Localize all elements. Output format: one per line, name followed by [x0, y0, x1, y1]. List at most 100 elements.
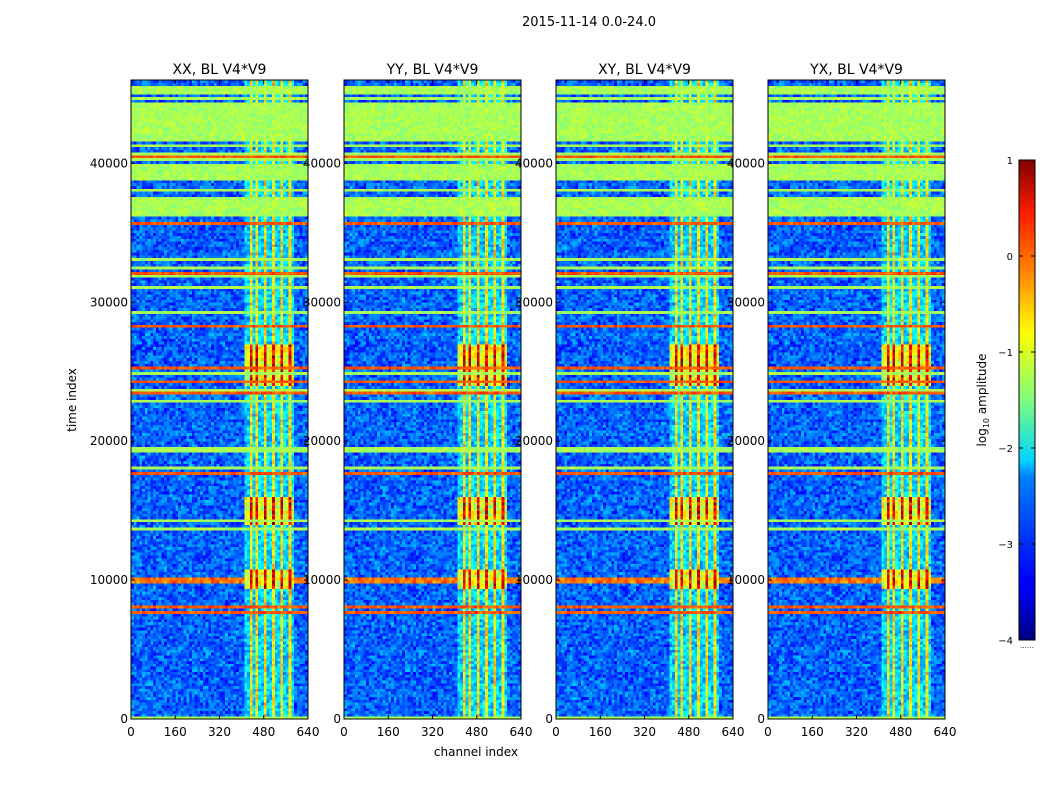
- heatmap-cell: [181, 708, 184, 711]
- heatmap-cell: [302, 700, 305, 703]
- heatmap-cell: [289, 691, 292, 694]
- heatmap-cell: [225, 705, 228, 708]
- heatmap-cell: [302, 697, 305, 700]
- heatmap-cell: [159, 691, 162, 694]
- heatmap-cell: [192, 697, 195, 700]
- heatmap-cell: [145, 688, 148, 691]
- heatmap-cell: [142, 713, 145, 716]
- heatmap-cell: [242, 686, 245, 689]
- heatmap-cell: [167, 700, 170, 703]
- heatmap-cell: [239, 700, 242, 703]
- heatmap-cell: [217, 700, 220, 703]
- heatmap-cell: [253, 691, 256, 694]
- heatmap-cell: [231, 705, 234, 708]
- heatmap-cell: [261, 691, 264, 694]
- heatmap-cell: [203, 702, 206, 705]
- heatmap-cell: [272, 705, 275, 708]
- heatmap-cell: [297, 697, 300, 700]
- heatmap-cell: [280, 705, 283, 708]
- heatmap-cell: [189, 688, 192, 691]
- heatmap-cell: [134, 697, 137, 700]
- heatmap-cell: [297, 694, 300, 697]
- heatmap-cell: [197, 683, 200, 686]
- heatmap-cell: [258, 700, 261, 703]
- heatmap-cell: [208, 683, 211, 686]
- heatmap-cell: [161, 700, 164, 703]
- heatmap-cell: [244, 686, 247, 689]
- heatmap-cell: [297, 691, 300, 694]
- heatmap-cell: [137, 708, 140, 711]
- heatmap-cell: [222, 697, 225, 700]
- heatmap-cell: [294, 702, 297, 705]
- heatmap-cell: [164, 683, 167, 686]
- heatmap-cell: [181, 711, 184, 714]
- heatmap-cell: [250, 713, 253, 716]
- heatmap-cell: [228, 711, 231, 714]
- heatmap-cell: [167, 688, 170, 691]
- heatmap-cell: [220, 711, 223, 714]
- heatmap-cell: [244, 694, 247, 697]
- heatmap-cell: [217, 686, 220, 689]
- heatmap-cell: [200, 702, 203, 705]
- heatmap-cell: [255, 691, 258, 694]
- figure-suptitle: 2015-11-14 0.0-24.0: [522, 15, 656, 30]
- heatmap-cell: [178, 708, 181, 711]
- heatmap-cell: [300, 713, 303, 716]
- heatmap-cell: [225, 686, 228, 689]
- heatmap-cell: [258, 705, 261, 708]
- heatmap-cell: [242, 694, 245, 697]
- heatmap-cell: [302, 686, 305, 689]
- heatmap-cell: [272, 691, 275, 694]
- heatmap-cell: [159, 702, 162, 705]
- heatmap-cell: [172, 711, 175, 714]
- heatmap-cell: [137, 688, 140, 691]
- heatmap-cell: [186, 702, 189, 705]
- heatmap-cell: [211, 700, 214, 703]
- heatmap-cell: [184, 713, 187, 716]
- heatmap-cell: [231, 700, 234, 703]
- heatmap-cell: [172, 694, 175, 697]
- heatmap-cell: [178, 697, 181, 700]
- heatmap-cell: [156, 691, 159, 694]
- heatmap-cell: [250, 697, 253, 700]
- heatmap-cell: [197, 708, 200, 711]
- heatmap-cell: [253, 708, 256, 711]
- heatmap-cell: [233, 694, 236, 697]
- heatmap-cell: [134, 691, 137, 694]
- heatmap-cell: [172, 688, 175, 691]
- heatmap-cell: [139, 683, 142, 686]
- heatmap-cell: [239, 691, 242, 694]
- heatmap-cell: [181, 688, 184, 691]
- heatmap-cell: [211, 705, 214, 708]
- heatmap-cell: [211, 713, 214, 716]
- heatmap-cell: [239, 697, 242, 700]
- heatmap-cell: [247, 713, 250, 716]
- heatmap-cell: [267, 708, 270, 711]
- heatmap-cell: [206, 708, 209, 711]
- heatmap-cell: [286, 700, 289, 703]
- heatmap-cell: [184, 697, 187, 700]
- heatmap-cell: [264, 697, 267, 700]
- heatmap-cell: [280, 694, 283, 697]
- heatmap-cell: [220, 688, 223, 691]
- heatmap-cell: [220, 697, 223, 700]
- heatmap-cell: [231, 686, 234, 689]
- heatmap-cell: [289, 708, 292, 711]
- heatmap-cell: [291, 711, 294, 714]
- heatmap-cell: [291, 691, 294, 694]
- heatmap-cell: [302, 705, 305, 708]
- heatmap-cell: [156, 702, 159, 705]
- heatmap-cell: [161, 686, 164, 689]
- heatmap-cell: [161, 702, 164, 705]
- heatmap-cell: [264, 702, 267, 705]
- heatmap-cell: [242, 702, 245, 705]
- heatmap-cell: [178, 691, 181, 694]
- heatmap-cell: [261, 686, 264, 689]
- heatmap-cell: [231, 694, 234, 697]
- heatmap-cell: [244, 688, 247, 691]
- heatmap-cell: [258, 708, 261, 711]
- heatmap-cell: [208, 688, 211, 691]
- heatmap-cell: [280, 700, 283, 703]
- heatmap-cell: [264, 708, 267, 711]
- heatmap-cell: [150, 686, 153, 689]
